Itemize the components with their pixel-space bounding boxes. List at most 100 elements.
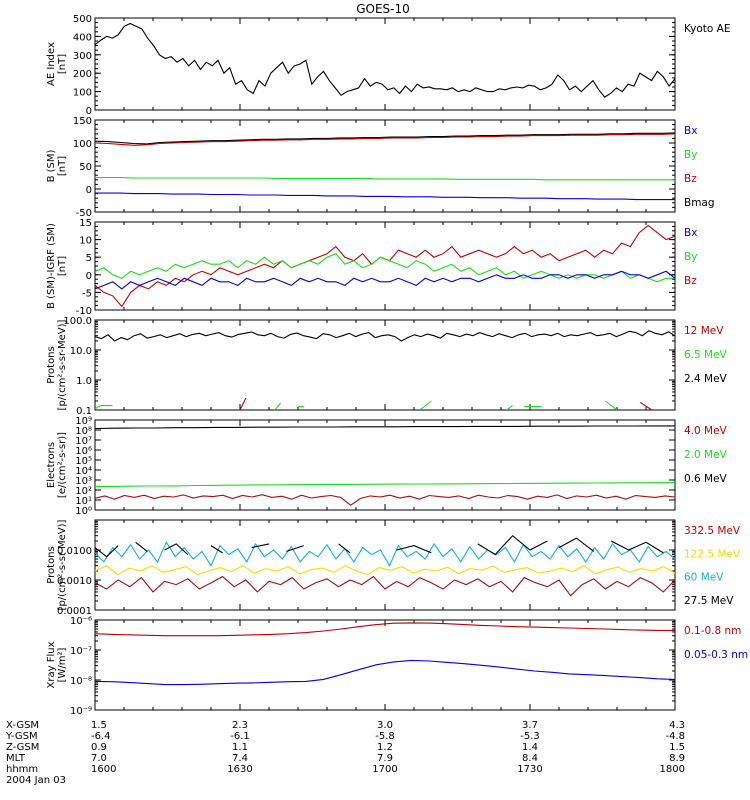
y-axis-label: Protons [46,546,57,583]
y-tick-label: 400 [73,32,92,43]
legend-entry: Bx [684,227,697,239]
legend-entry: 332.5 MeV [684,525,741,537]
panel-plot-area [95,534,675,597]
y-tick-label: 10⁰ [75,506,92,517]
series-segment [251,543,270,549]
y-tick-label: 10⁻⁷ [70,646,92,657]
x-axis-table: X-GSM 1.5 2.3 3.0 3.7 4.3 Y-GSM -6.4 -6.1 -5.8 -5.… [5,720,685,786]
y-tick-label: 100 [73,139,92,150]
series-segment [610,540,664,554]
y-tick-label: 200 [73,69,92,80]
x-row-label: MLT [6,753,26,764]
series-line [95,176,675,181]
y-tick-label: 10⁸ [75,426,92,437]
x-row-value: 3.7 [522,720,538,731]
y-tick-label: 100.0 [63,316,92,327]
y-tick-label: 0.1 [76,406,92,417]
y-axis-label: Xray Flux [46,641,57,688]
y-tick-label: -50 [76,208,92,219]
y-tick-label: 10⁻⁹ [70,706,92,717]
series-line [95,132,675,145]
x-row-value: 4.3 [669,720,685,731]
x-row-value: 0.9 [91,742,107,753]
y-tick-label: 15 [79,218,92,229]
panel-7: 10⁻⁹ 10⁻⁸ 10⁻⁷ 10⁻⁶ Xray Flux [W/m²] 0.1-0.8 n… [46,616,748,717]
x-row-value: 3.0 [377,720,393,731]
x-row-value: 8.4 [522,753,538,764]
legend-entry: 60 MeV [684,572,724,584]
y-axis-label: Electrons [46,442,57,488]
series-segment [135,541,148,552]
y-tick-label: 10³ [75,476,92,487]
series-segment [558,537,595,552]
panel-3: -10 -5 0 5 10 15 B (SM)-IGRF (SM) [nT] Bx By Bz [46,218,697,317]
legend-entry: 6.5 MeV [684,349,728,361]
x-row-value: 7.9 [377,753,393,764]
panel-4: 0.1 1.0 10.0 100.0 Protons [p/(cm²-s-sr-MeV)]… [46,316,728,417]
x-row-label: Z-GSM [6,742,39,753]
y-tick-label: 10² [75,486,92,497]
panel-1: 0 100 200 300 400 500 AE Index [nT] Kyoto AE [46,14,730,117]
legend-entry: Bx [684,125,697,137]
series-segment [95,545,119,558]
y-tick-label: 5 [86,253,92,264]
y-tick-label: 0.0001 [57,606,92,617]
x-row-value: 8.9 [669,753,685,764]
panel-plot-area [95,132,675,201]
legend-entry: 0.6 MeV [684,473,728,485]
series-segment [274,402,282,410]
series-segment [419,400,432,410]
series-segment [605,400,618,410]
panel-frame [94,619,676,711]
y-tick-label: 10⁵ [75,456,92,467]
y-axis-label: [p/(cm²-s-sr-MeV)] [57,319,68,410]
series-line [95,133,675,146]
x-row-value: -6.4 [91,731,111,742]
series-segment [164,543,189,556]
panel-plot-area [95,425,675,506]
x-axis-date: 2004 Jan 03 [6,775,66,786]
panel-frame [94,221,676,311]
legend-entry: By [684,149,697,161]
y-tick-label: 500 [73,14,92,25]
series-segment [239,397,247,410]
x-row-value: 7.4 [232,753,248,764]
x-row-value: -4.8 [665,731,685,742]
x-row-value: -6.1 [230,731,250,742]
series-line [95,494,675,506]
legend-entry: By [684,251,697,263]
legend-entry: 4.0 MeV [684,425,728,437]
series-line [95,192,675,201]
y-axis-label: B (SM)-IGRF (SM) [46,223,57,309]
y-axis-label: B (SM) [46,149,57,182]
y-tick-label: 10⁴ [75,466,92,477]
y-tick-label: 10⁹ [75,416,92,427]
y-axis-label: [p/(cm²-s-sr-MeV)] [57,519,68,610]
legend-entry: Bz [684,275,697,287]
x-row-value: 1.5 [91,720,107,731]
x-row-value: 1600 [91,764,116,775]
series-line [95,622,675,637]
y-tick-label: 10¹ [75,496,92,507]
legend-entry: 0.05-0.3 nm [684,649,748,661]
y-tick-label: 0.0100 [57,546,92,557]
y-tick-label: 10⁻⁶ [70,616,92,627]
series-segment [477,534,548,556]
y-axis-label: Protons [46,346,57,383]
y-tick-label: 0.0010 [57,576,92,587]
series-line [95,482,675,488]
y-tick-label: 10⁶ [75,446,92,457]
x-row-value: 1700 [372,764,397,775]
y-tick-label: 50 [79,162,92,173]
series-segment [396,545,432,554]
y-tick-label: 150 [73,116,92,127]
y-axis-label: AE Index [46,42,57,86]
legend-entry: Bmag [684,197,715,209]
series-segment [506,405,513,410]
x-row-value: 2.3 [232,720,248,731]
y-tick-label: -10 [76,306,92,317]
series-line [95,541,675,567]
